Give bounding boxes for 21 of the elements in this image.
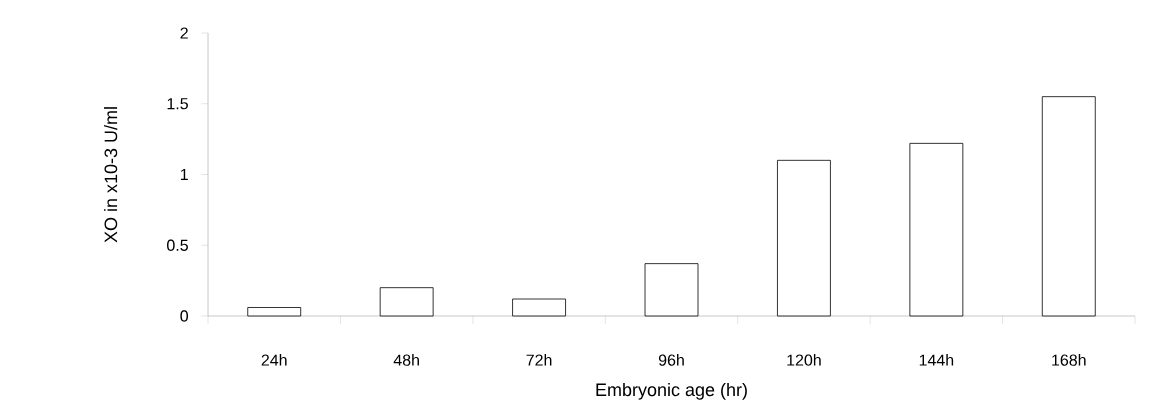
x-tick-label: 120h xyxy=(787,354,821,366)
y-tick-label: 2 xyxy=(180,27,188,39)
y-tick-label: 1.5 xyxy=(167,98,188,110)
x-tick-label: 48h xyxy=(393,354,419,366)
y-tick-label: 0 xyxy=(180,310,189,322)
bar xyxy=(909,142,964,317)
bar xyxy=(512,298,566,317)
x-tick-label: 72h xyxy=(526,354,552,366)
bar xyxy=(379,287,434,317)
y-axis-title: XO in x10-3 U/ml xyxy=(104,107,118,243)
x-tick-label: 168h xyxy=(1052,354,1086,366)
y-tick-label: 0.5 xyxy=(167,239,188,251)
y-tick-label: 1 xyxy=(180,168,188,180)
bar xyxy=(247,307,302,317)
x-tick-label: 24h xyxy=(261,354,287,366)
x-axis-title: Embryonic age (hr) xyxy=(596,382,747,400)
bar xyxy=(1041,96,1096,317)
bar xyxy=(644,263,699,317)
x-tick-label: 96h xyxy=(658,354,684,366)
x-tick-label: 144h xyxy=(919,354,954,366)
bar xyxy=(777,159,831,317)
